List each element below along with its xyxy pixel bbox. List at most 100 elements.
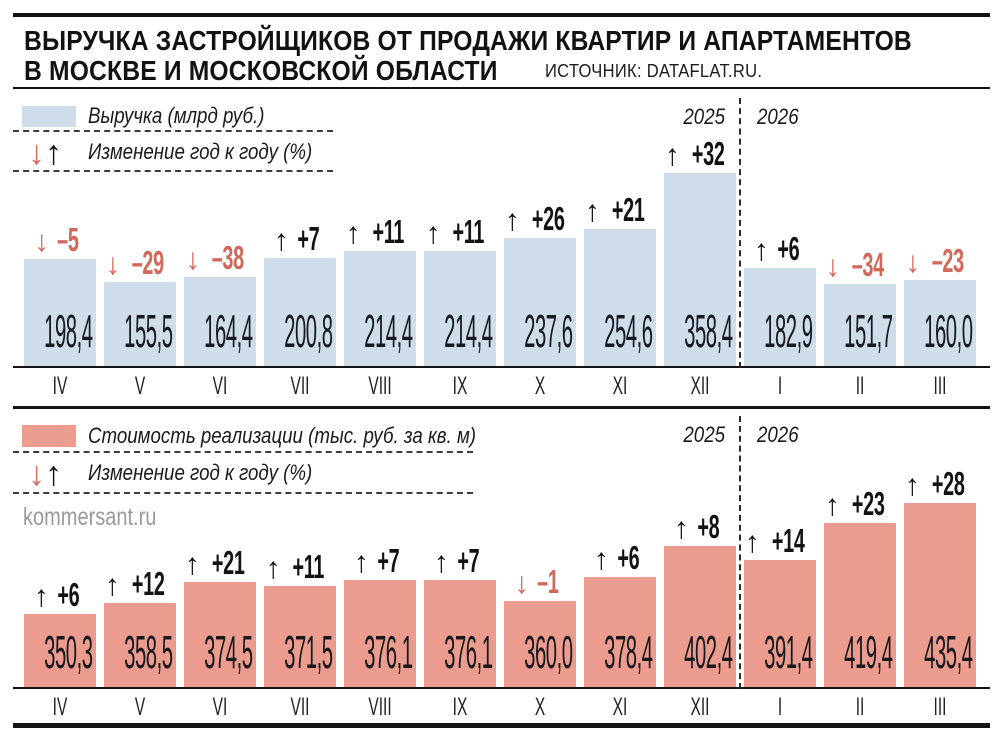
bar-value-label: 214,4 [364,305,413,357]
down-arrow-icon: ↓ [34,225,50,258]
year-label-2026-top: 2026 [757,104,799,129]
bar-value-label: 182,9 [764,305,813,357]
change-value-label: +21 [611,191,645,228]
legend-arrows-bottom: ↓↑ [28,457,62,491]
bar-column-VIII: 376,1 ↑ +7 [344,418,416,687]
up-arrow-icon: ↑ [433,546,449,579]
category-label-X: X [534,693,546,721]
bar-column-VIII: 214,4 ↑ +11 [344,100,416,366]
change-annotation: ↑ +14 [720,524,840,558]
bar-value-label: 376,1 [364,626,413,678]
bar [584,229,656,366]
change-value-label: +6 [57,576,79,613]
bar-value-label: 376,1 [444,626,493,678]
up-arrow-icon: ↑ [45,134,62,172]
up-arrow-icon: ↑ [664,139,680,172]
bar-value-label: 237,6 [524,305,573,357]
year-label-2026-bottom: 2026 [757,422,799,447]
bar [744,560,816,687]
category-label-XII: XII [690,693,710,721]
watermark: kommersant.ru [23,503,157,531]
bar-value-label: 254,6 [604,305,653,357]
category-label-IV: IV [52,693,68,721]
title-rule [13,87,990,89]
bar-column-I: 182,9 ↑ +6 [744,100,816,366]
bar-value-label: 151,7 [844,305,893,357]
change-annotation: ↑ +6 [0,578,120,612]
bar-value-label: 391,4 [764,626,813,678]
up-arrow-icon: ↑ [184,548,200,581]
up-arrow-icon: ↑ [353,546,369,579]
change-value-label: +11 [292,548,324,585]
bar-column-XII: 358,4 ↑ +32 [664,100,736,366]
change-annotation: ↑ +32 [640,137,760,171]
bar-value-label: 358,4 [684,305,733,357]
down-arrow-icon: ↓ [105,248,121,281]
bar-value-label: 435,4 [924,626,973,678]
change-value-label: +32 [691,135,725,172]
change-value-label: –1 [537,563,559,600]
change-annotation: ↑ +11 [320,215,440,249]
category-label-IX: IX [452,372,468,400]
up-arrow-icon: ↑ [744,526,760,559]
bar [904,503,976,687]
price-legend-label: Стоимость реализации (тыс. руб. за кв. м… [88,423,477,448]
bar-value-label: 160,0 [924,305,973,357]
bar [104,282,176,366]
year-divider [739,98,741,368]
bar-column-V: 358,5 ↑ +12 [104,418,176,687]
category-label-III: III [933,372,947,400]
category-label-VI: VI [212,693,228,721]
change-annotation: ↑ +11 [400,215,520,249]
bar-value-label: 214,4 [444,305,493,357]
category-label-I: I [777,693,783,721]
revenue-change-legend-label: Изменение год к году (%) [88,139,313,164]
change-value-label: +7 [297,220,319,257]
legend-dotted-rule [13,170,333,172]
bar-column-II: 419,4 ↑ +23 [824,418,896,687]
bar [504,601,576,687]
down-arrow-icon: ↓ [825,250,841,283]
category-label-II: II [855,372,865,400]
category-label-IV: IV [52,372,68,400]
price-change-legend-label: Изменение год к году (%) [88,460,313,485]
down-arrow-icon: ↓ [28,455,45,493]
bar-column-IV: 198,4 ↓ –5 [24,100,96,366]
bar [344,580,416,687]
bar-column-VII: 371,5 ↑ +11 [264,418,336,687]
bar-column-I: 391,4 ↑ +14 [744,418,816,687]
bar [744,268,816,366]
bar-value-label: 402,4 [684,626,733,678]
bar [264,258,336,366]
down-arrow-icon: ↓ [905,246,921,279]
price-chart: 350,3 ↑ +6 IV 358,5 ↑ +12 V 374,5 ↑ +21 VI 371,5 ↑ +11… [0,416,1000,721]
change-value-label: –34 [851,246,885,283]
change-value-label: –23 [931,242,965,279]
change-annotation: ↑ +28 [880,467,1000,501]
up-arrow-icon: ↑ [584,195,600,228]
category-label-XI: XI [612,693,628,721]
change-value-label: +6 [777,230,799,267]
change-value-label: +12 [131,565,165,602]
bar-value-label: 358,5 [124,626,173,678]
bar-column-V: 155,5 ↓ –29 [104,100,176,366]
bar [104,603,176,687]
down-arrow-icon: ↓ [28,134,45,172]
bar-column-III: 160,0 ↓ –23 [904,100,976,366]
change-annotation: ↑ +8 [640,510,760,544]
category-label-V: V [134,372,146,400]
change-annotation: ↑ +6 [720,232,840,266]
change-annotation: ↓ –34 [800,248,920,282]
bar [264,586,336,687]
change-value-label: +11 [372,213,404,250]
up-arrow-icon: ↑ [593,543,609,576]
bar-value-label: 155,5 [124,305,173,357]
category-label-I: I [777,372,783,400]
bar-column-IV: 350,3 ↑ +6 [24,418,96,687]
bar [504,238,576,366]
up-arrow-icon: ↑ [824,489,840,522]
x-axis [13,687,990,689]
category-label-XII: XII [690,372,710,400]
change-annotation: ↑ +21 [160,546,280,580]
